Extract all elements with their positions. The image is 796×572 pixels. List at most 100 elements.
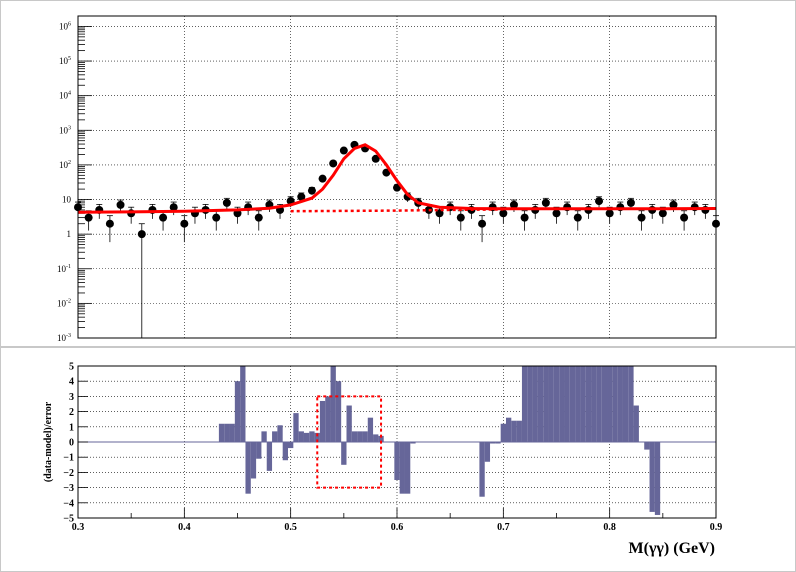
pull-bar xyxy=(495,442,501,444)
pull-y-tick-label: 1 xyxy=(69,422,74,433)
data-point xyxy=(307,186,316,195)
data-point xyxy=(329,159,338,168)
pull-bar xyxy=(654,442,661,515)
data-point xyxy=(573,213,582,222)
pull-x-tick-label: 0.7 xyxy=(497,522,510,533)
data-point xyxy=(159,213,168,222)
pull-bar xyxy=(277,425,283,442)
pull-bar xyxy=(607,366,613,442)
pull-bar xyxy=(591,366,597,442)
pull-bar xyxy=(341,442,347,465)
pull-bars-layer xyxy=(218,366,661,515)
pull-bar xyxy=(490,442,496,444)
data-point xyxy=(222,198,231,207)
top-y-tick-label: 1 xyxy=(67,229,72,239)
pull-bar xyxy=(256,442,262,459)
data-point xyxy=(478,219,487,228)
pull-y-tick-label: 0 xyxy=(69,438,74,449)
pull-bar xyxy=(617,366,623,442)
data-point xyxy=(552,209,561,218)
pull-x-tick-label: 0.3 xyxy=(72,522,85,533)
pull-bar xyxy=(484,442,491,462)
pull-bar xyxy=(314,432,320,442)
highlight-box xyxy=(316,395,383,489)
data-point xyxy=(626,198,635,207)
data-point xyxy=(84,213,93,222)
pull-bar xyxy=(596,366,602,442)
data-point xyxy=(116,200,125,209)
pull-bar xyxy=(298,431,304,442)
pull-y-tick-label: −4 xyxy=(63,498,74,509)
pull-bar xyxy=(330,366,336,442)
pull-bar xyxy=(309,431,315,442)
pull-bar xyxy=(240,366,246,442)
top-y-tick-label: 10-3 xyxy=(57,333,71,343)
pull-bar xyxy=(553,366,560,442)
pull-bar xyxy=(351,431,358,442)
top-y-axis: 10-3 10-2 10-1 1 10 102 103 104 105 106 xyxy=(57,15,92,343)
pull-y-tick-label: 3 xyxy=(69,392,74,403)
pull-bar xyxy=(378,435,384,442)
top-pad xyxy=(0,0,796,347)
pull-bar xyxy=(585,366,592,442)
pull-bar xyxy=(479,442,485,497)
pull-bar xyxy=(394,442,400,480)
pull-bar xyxy=(516,420,522,442)
pull-bar xyxy=(537,366,544,442)
top-y-tick-label: 103 xyxy=(59,125,71,135)
data-point xyxy=(509,200,518,209)
data-point xyxy=(137,230,146,239)
top-y-tick-label: 10 xyxy=(62,195,72,205)
pull-bar xyxy=(521,366,528,442)
pull-bar xyxy=(303,432,310,442)
pull-bar xyxy=(362,431,368,442)
pull-bar xyxy=(404,442,411,494)
pull-bar xyxy=(601,366,608,442)
data-point xyxy=(318,174,327,183)
pull-y-tick-label: −1 xyxy=(63,453,74,464)
data-point xyxy=(212,213,221,222)
pull-bar xyxy=(548,366,554,442)
pull-bar xyxy=(218,423,225,442)
top-y-tick-label: 104 xyxy=(59,91,71,101)
pull-bar xyxy=(272,431,278,442)
data-point xyxy=(169,203,178,212)
pull-bar xyxy=(543,366,549,442)
top-y-tick-label: 10-2 xyxy=(57,298,71,308)
data-point xyxy=(637,213,646,222)
data-point xyxy=(680,213,689,222)
pull-bar xyxy=(367,417,374,442)
top-plot-frame xyxy=(77,15,717,339)
pull-bar xyxy=(569,366,576,442)
pull-bar xyxy=(282,442,289,461)
data-point xyxy=(499,209,508,218)
pull-bar xyxy=(250,442,257,479)
pull-x-tick-label: 0.9 xyxy=(710,522,723,533)
data-point xyxy=(382,168,391,177)
top-y-tick-label: 10-1 xyxy=(57,264,71,274)
data-point xyxy=(297,192,306,201)
pull-bar xyxy=(511,420,517,442)
pull-bar xyxy=(293,413,299,442)
data-point xyxy=(595,197,604,206)
pull-bar xyxy=(325,396,331,442)
data-point xyxy=(605,209,614,218)
pull-bar xyxy=(346,405,352,442)
data-point xyxy=(658,209,667,218)
pull-y-tick-label: −3 xyxy=(63,483,74,494)
data-point xyxy=(520,213,529,222)
pull-bar xyxy=(612,366,618,442)
pull-bar xyxy=(245,442,251,494)
pull-bar xyxy=(564,366,570,442)
pull-bar xyxy=(224,423,230,442)
pull-bar xyxy=(527,366,533,442)
pull-bar xyxy=(500,423,506,442)
pull-bar xyxy=(580,366,586,442)
pull-bar xyxy=(410,442,416,444)
pull-bar xyxy=(628,366,634,442)
top-y-tick-label: 105 xyxy=(59,56,71,66)
pull-y-tick-label: 4 xyxy=(69,377,74,388)
data-point xyxy=(254,213,263,222)
pull-x-tick-label: 0.5 xyxy=(284,522,297,533)
